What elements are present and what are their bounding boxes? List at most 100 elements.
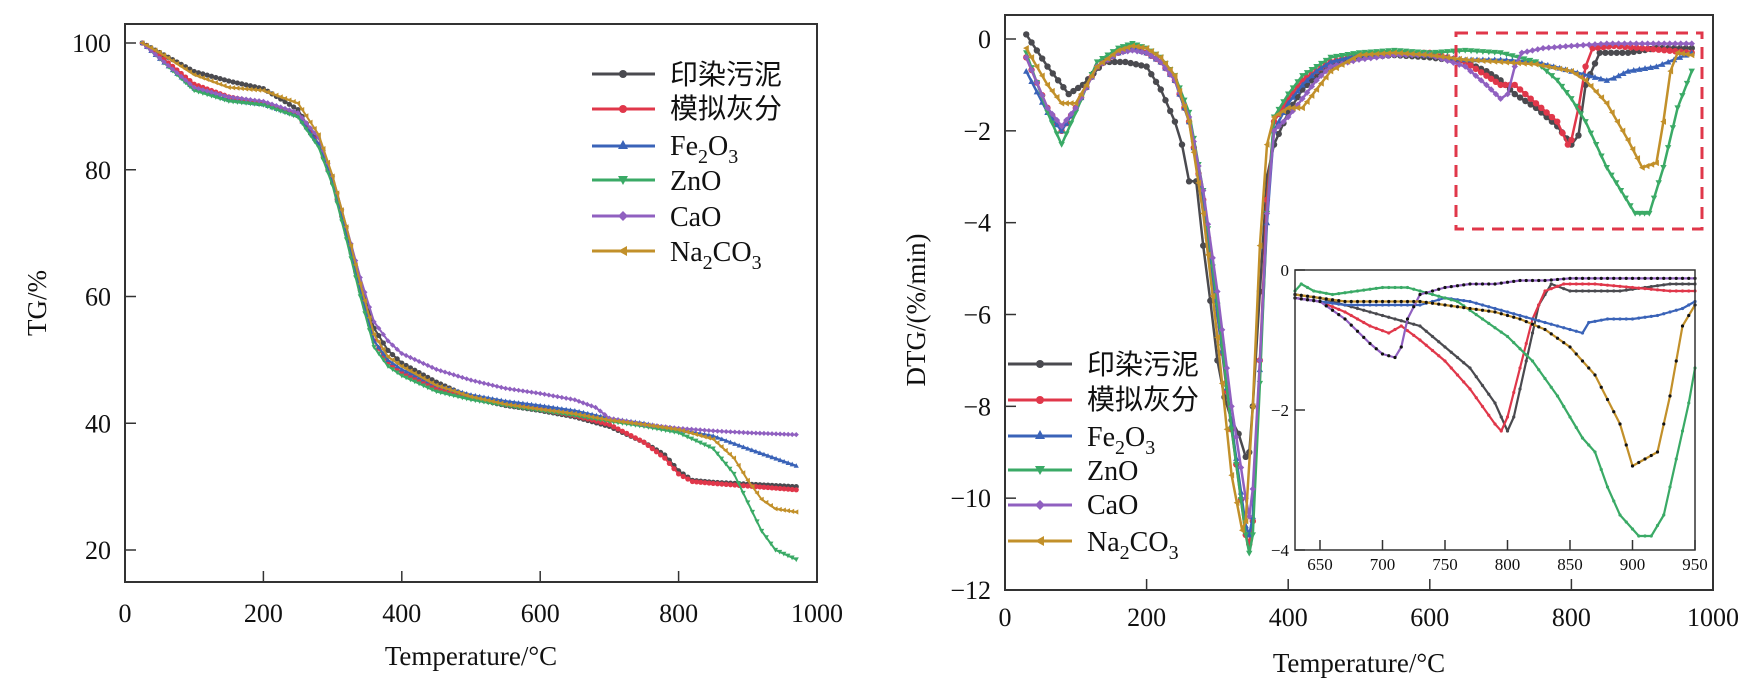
- tg-legend: 印染污泥 模拟灰分 Fe2O3 ZnO CaO: [592, 59, 782, 274]
- point-zno: [688, 436, 695, 442]
- inset-series-layer: [1293, 276, 1697, 538]
- point-sludge: [1399, 319, 1403, 323]
- point-zno: [362, 311, 368, 316]
- point-ash: [765, 484, 771, 491]
- point-zno: [1650, 195, 1658, 202]
- point-na2co3: [1530, 322, 1535, 326]
- point-ash: [1674, 289, 1678, 293]
- tg-y-axis-title: TG/%: [22, 270, 52, 336]
- point-na2co3: [1679, 50, 1685, 57]
- point-ash: [1462, 380, 1466, 384]
- point-cao: [554, 394, 561, 400]
- point-cao: [1587, 276, 1591, 280]
- point-sludge: [1518, 387, 1522, 391]
- point-cao: [1322, 67, 1330, 75]
- point-sludge: [1624, 49, 1632, 56]
- point-zno: [1237, 497, 1245, 503]
- point-fe2o3: [1318, 64, 1325, 71]
- point-sludge: [1127, 59, 1134, 67]
- point-na2co3: [1462, 306, 1466, 310]
- point-cao: [389, 342, 396, 348]
- point-cao: [385, 338, 391, 344]
- point-na2co3: [533, 406, 538, 412]
- point-cao: [1058, 123, 1065, 130]
- point-cao: [1562, 277, 1566, 281]
- point-na2co3: [563, 410, 569, 416]
- point-sludge: [1587, 289, 1591, 293]
- point-zno: [1624, 520, 1628, 524]
- point-ash: [1368, 324, 1372, 328]
- point-na2co3: [1124, 44, 1131, 51]
- legend-label-ash: 模拟灰分: [1087, 384, 1199, 416]
- point-sludge: [1138, 62, 1145, 69]
- point-na2co3: [380, 346, 386, 352]
- point-ash: [1499, 429, 1503, 433]
- point-ash: [1487, 413, 1491, 417]
- point-cao: [1424, 291, 1428, 295]
- point-ash: [676, 471, 682, 477]
- point-na2co3: [485, 397, 491, 404]
- point-ash: [1330, 305, 1335, 309]
- point-fe2o3: [1512, 312, 1516, 316]
- point-na2co3: [498, 400, 504, 406]
- point-fe2o3: [554, 405, 561, 411]
- y-tick-label: −12: [950, 576, 991, 605]
- point-fe2o3: [1355, 303, 1360, 307]
- point-sludge: [1148, 71, 1155, 78]
- point-zno: [371, 345, 377, 350]
- point-sludge: [1044, 63, 1051, 70]
- point-na2co3: [1655, 450, 1660, 454]
- point-zno: [759, 528, 765, 534]
- x-tick-label: 800: [659, 599, 698, 628]
- point-cao: [1497, 95, 1504, 102]
- point-cao: [303, 120, 309, 126]
- point-fe2o3: [1327, 58, 1334, 65]
- point-ash: [1574, 282, 1578, 286]
- point-na2co3: [299, 106, 305, 113]
- point-ash: [1418, 338, 1422, 342]
- point-ash: [1580, 282, 1585, 286]
- point-fe2o3: [1624, 67, 1632, 74]
- point-na2co3: [550, 408, 556, 414]
- point-sludge: [1418, 324, 1422, 328]
- point-sludge: [1505, 429, 1510, 433]
- point-cao: [169, 66, 176, 72]
- point-na2co3: [650, 423, 655, 429]
- point-cao: [753, 430, 759, 436]
- point-na2co3: [1209, 292, 1216, 300]
- point-na2co3: [226, 84, 231, 90]
- x-tick-label: 750: [1432, 555, 1458, 574]
- point-na2co3: [1587, 82, 1594, 90]
- point-cao: [563, 395, 569, 401]
- point-zno: [1391, 47, 1398, 54]
- point-na2co3: [1119, 45, 1126, 53]
- point-zno: [1587, 443, 1591, 447]
- point-zno: [714, 451, 720, 457]
- point-na2co3: [1455, 305, 1460, 309]
- point-fe2o3: [740, 444, 747, 450]
- point-ash: [1511, 81, 1518, 89]
- point-na2co3: [1562, 341, 1566, 345]
- point-ash: [606, 421, 613, 428]
- point-sludge: [1499, 415, 1503, 419]
- point-zno: [1379, 48, 1386, 55]
- point-zno: [1549, 385, 1553, 389]
- point-zno: [1503, 51, 1510, 58]
- point-na2co3: [1133, 43, 1140, 50]
- point-na2co3: [641, 421, 647, 428]
- point-fe2o3: [1637, 316, 1641, 320]
- point-na2co3: [1324, 297, 1328, 301]
- point-sludge: [200, 71, 206, 77]
- point-zno: [446, 392, 452, 398]
- point-na2co3: [1305, 294, 1310, 298]
- point-sludge: [1527, 101, 1534, 108]
- point-na2co3: [1185, 118, 1192, 125]
- point-zno: [412, 379, 418, 385]
- point-na2co3: [291, 99, 296, 105]
- point-na2co3: [1582, 77, 1589, 84]
- point-zno: [1577, 111, 1585, 118]
- point-sludge: [1468, 366, 1472, 370]
- point-sludge: [1522, 97, 1529, 105]
- point-cao: [1362, 335, 1366, 339]
- point-cao: [1680, 276, 1685, 280]
